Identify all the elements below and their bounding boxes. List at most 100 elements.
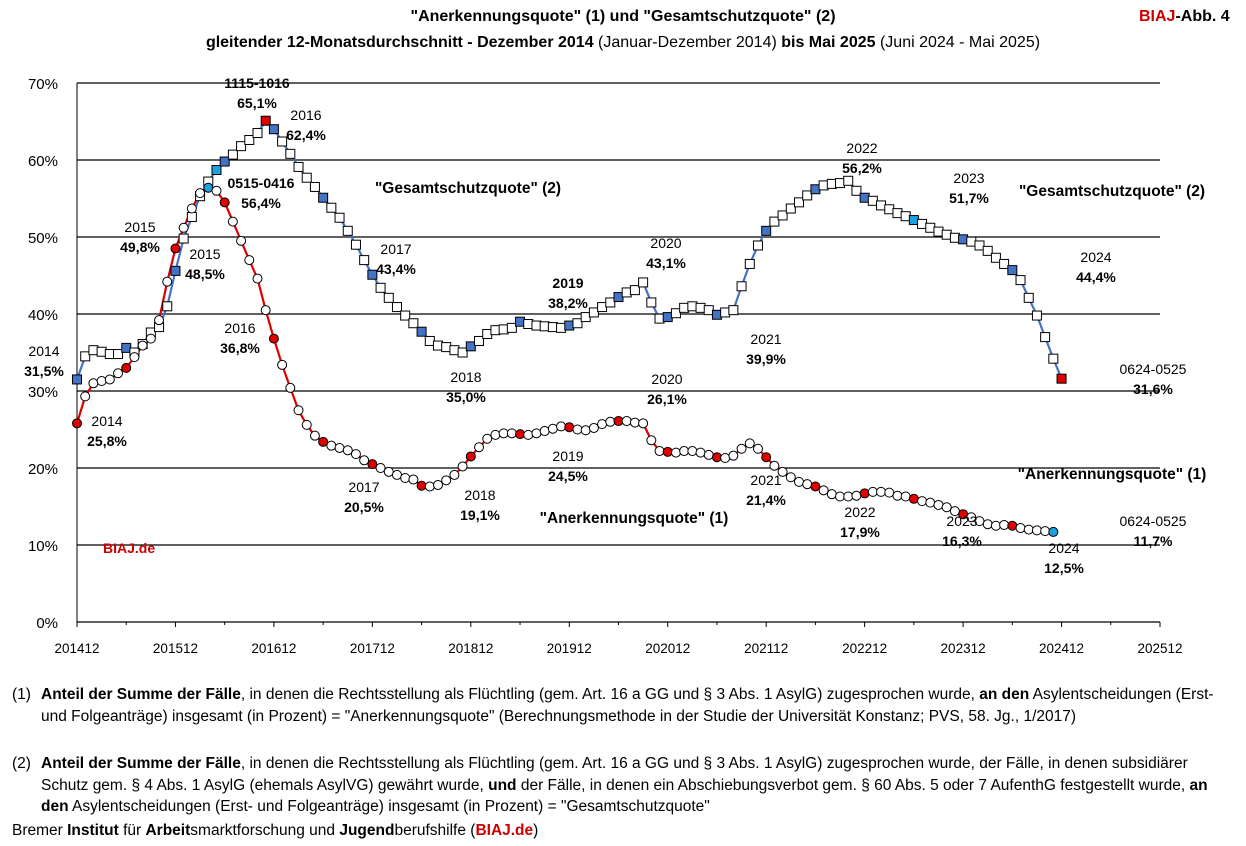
series-point-gesamt [260, 115, 271, 126]
annotation-label: 0624-0525 [1120, 361, 1187, 377]
series-point-gesamt [457, 347, 468, 358]
credit-text-3: smarktforschung und [190, 822, 340, 839]
credit-text-5: ) [533, 822, 539, 839]
series-point-gesamt [342, 225, 353, 236]
figure-badge: BIAJ-Abb. 4 [1139, 8, 1230, 26]
series-point-gesamt [359, 255, 370, 266]
annotation-value: 49,8% [120, 239, 160, 255]
series-point-gesamt [949, 232, 960, 243]
series-point-anerkennung [449, 469, 460, 480]
annotation-label: 2021 [750, 331, 781, 347]
x-tick-label: 201812 [448, 641, 493, 656]
x-tick-label: 201912 [547, 641, 592, 656]
chart-title: "Anerkennungsquote" (1) und "Gesamtschut… [410, 8, 836, 25]
annotation-value: 38,2% [548, 295, 588, 311]
series-point-anerkennung [851, 490, 862, 501]
series-point-anerkennung [777, 466, 788, 477]
series-point-anerkennung [465, 451, 476, 462]
x-tick-label: 202112 [744, 641, 788, 656]
series-point-gesamt [244, 134, 255, 145]
series-point-anerkennung [252, 273, 263, 284]
series-point-anerkennung [531, 428, 542, 439]
series-point-gesamt [638, 277, 649, 288]
series-point-anerkennung [219, 197, 230, 208]
subtitle-part-d: (Juni 2024 - Mai 2025) [875, 34, 1041, 51]
series-name-label: "Gesamtschutzquote" (2) [375, 180, 561, 197]
chart-subtitle: gleitender 12-Monatsdurchschnitt - Dezem… [0, 34, 1246, 52]
x-tick-label: 201712 [350, 641, 395, 656]
x-tick-label: 202512 [1137, 641, 1182, 656]
series-point-anerkennung [580, 425, 591, 436]
y-tick-label: 40% [28, 307, 58, 324]
footnote-1-bold-1: Anteil der Summe der Fälle [41, 686, 241, 703]
series-point-gesamt [96, 346, 107, 357]
footnote-1: (1) Anteil der Summe der Fälle, in denen… [12, 684, 1237, 727]
series-point-gesamt [72, 374, 82, 385]
annotation-label: 2022 [844, 504, 875, 520]
series-point-gesamt [121, 342, 132, 353]
series-point-gesamt [1015, 275, 1026, 286]
series-point-anerkennung [178, 222, 189, 233]
series-point-anerkennung [88, 378, 99, 389]
series-point-anerkennung [277, 359, 288, 370]
series-point-anerkennung [236, 235, 247, 246]
series-point-gesamt [104, 349, 115, 360]
series-point-gesamt [285, 148, 296, 159]
subtitle-part-b: (Januar-Dezember 2014) [593, 34, 782, 51]
series-point-anerkennung [990, 520, 1001, 531]
footnote-2-number: (2) [12, 755, 31, 772]
badge-figure-number: -Abb. 4 [1175, 8, 1230, 25]
annotation-label: 2014 [91, 413, 122, 429]
series-point-gesamt [1048, 353, 1059, 364]
series-point-gesamt [170, 265, 181, 276]
y-tick-label: 60% [28, 153, 58, 170]
series-point-anerkennung [367, 459, 378, 470]
series-point-anerkennung [572, 424, 583, 435]
series-point-gesamt [416, 326, 427, 337]
annotation-label: 2018 [464, 487, 495, 503]
series-point-anerkennung [506, 428, 517, 439]
series-point-anerkennung [908, 493, 919, 504]
series-point-anerkennung [966, 512, 977, 523]
series-point-anerkennung [818, 485, 829, 496]
annotation-value: 44,4% [1076, 269, 1116, 285]
annotation-label: 2015 [189, 246, 220, 262]
series-point-gesamt [720, 307, 731, 318]
series-point-gesamt [892, 208, 903, 219]
series-point-gesamt [958, 234, 969, 245]
series-point-gesamt [646, 297, 657, 308]
series-point-gesamt [383, 292, 394, 303]
series-point-anerkennung [170, 243, 181, 254]
y-tick-label: 30% [28, 384, 58, 401]
annotation-value: 31,5% [24, 363, 64, 379]
series-point-anerkennung [433, 479, 443, 490]
credit-bold-3: Jugend [339, 822, 395, 839]
footnote-2-bold-3: an den [41, 776, 1208, 816]
x-tick-label: 201412 [54, 641, 99, 656]
series-point-anerkennung [687, 446, 698, 457]
footnote-2-text-2: der Fälle, in denen ein Abschiebungsverb… [516, 776, 1190, 794]
series-point-gesamt [876, 200, 887, 211]
annotation-value: 24,5% [548, 468, 588, 484]
series-name-label: "Gesamtschutzquote" (2) [1019, 183, 1205, 200]
series-point-gesamt [679, 302, 690, 313]
series-point-gesamt [654, 313, 665, 324]
series-point-anerkennung [703, 449, 714, 460]
series-point-anerkennung [1015, 523, 1026, 534]
series-point-anerkennung [441, 475, 452, 486]
series-point-gesamt [966, 236, 977, 247]
line-chart: 0%10%20%30%40%50%60%70%201412 201512 20161… [24, 75, 1206, 656]
series-point-anerkennung [416, 480, 427, 491]
series-point-gesamt [818, 180, 829, 191]
series-point-anerkennung [1023, 524, 1034, 535]
series-point-anerkennung [80, 391, 91, 402]
series-point-gesamt [851, 185, 862, 196]
series-point-anerkennung [720, 452, 731, 463]
annotation-label: 2023 [953, 170, 984, 186]
credit-text-4: berufshilfe ( [394, 822, 476, 839]
chart-annotations: 2014 31,5% 2015 49,8% 0515-0416 56,4% 1115-101… [24, 75, 1206, 576]
series-point-anerkennung [326, 440, 337, 451]
series-point-gesamt [490, 325, 501, 336]
annotation-label: 2020 [651, 371, 682, 387]
series-point-gesamt [268, 124, 279, 135]
